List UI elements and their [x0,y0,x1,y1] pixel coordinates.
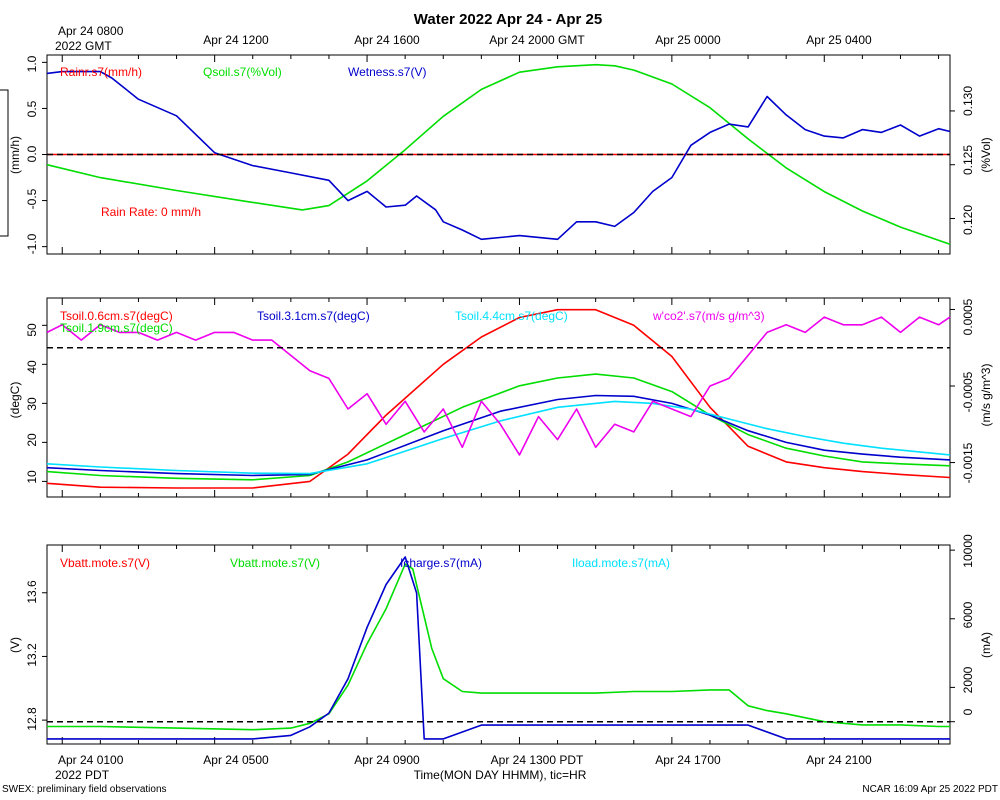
right-tick-label: -0.0005 [961,371,975,412]
top-axis: Apr 24 0800 2022 GMT Apr 24 1200 Apr 24 … [55,24,872,53]
legend-tsoil-3-1cm: Tsoil.3.1cm.s7(degC) [257,309,370,323]
series-line-tsoil-4-4cm-s7-degc- [46,400,951,475]
right-tick-label: 10000 [961,534,975,568]
left-axis-label: (V) [8,637,22,653]
top-axis-label: Apr 25 0000 [655,33,721,47]
bottom-axis-label: Apr 24 1700 [655,753,721,767]
panel-soil-frame [46,297,951,498]
panel-power-right-ticklabels: 0 2000 6000 10000 [961,534,975,715]
right-tick-label: 0.120 [961,205,975,235]
top-axis-first-label-year: 2022 GMT [55,39,112,53]
left-tick-label: 30 [25,397,39,411]
top-axis-label: Apr 24 1600 [354,33,420,47]
panel-soil-series [46,308,951,489]
top-axis-label: Apr 24 2000 GMT [489,33,585,47]
right-axis-label: (mA) [979,632,993,658]
bottom-axis-label: Apr 24 0500 [203,753,269,767]
left-tick-label: -1.0 [25,233,39,254]
right-tick-label: -0.0015 [961,442,975,483]
left-tick-label: 13.6 [25,580,39,604]
legend-tsoil-1-9cm: Tsoil.1.9cm.s7(degC) [60,321,173,335]
panel-soil: 10 20 30 40 50 (degC) -0.0015 -0.0005 0.… [8,297,993,498]
panel-power-frame [46,544,951,745]
bottom-axis-label: Apr 24 2100 [806,753,872,767]
left-tick-label: 40 [25,360,39,374]
bottom-axis-label: Apr 24 0900 [354,753,420,767]
panel-soil-ticks [42,298,955,497]
right-tick-label: 0 [961,708,975,715]
series-line-w-co2-s7-m-s-g-m-3- [46,316,951,456]
legend-tsoil-0-6cm: Tsoil.0.6cm.s7(degC) [60,309,173,323]
panel-water-ticks [42,55,955,254]
legend-wco2: w'co2'.s7(m/s g/m^3) [652,309,765,323]
left-axis-label: (degC) [8,382,22,419]
panel-water-series [46,63,951,246]
footer-left: SWEX: preliminary field observations [2,784,167,795]
left-tick-label: 0.0 [25,145,39,162]
right-axis-label: (m/s g/m^3) [979,364,993,427]
right-tick-label: 0.130 [961,86,975,116]
series-line-vbatt-mote-s7-v- [47,563,950,731]
series-line-wetness-s7-v- [46,70,951,241]
left-tick-label: 12.8 [25,707,39,731]
left-tick-label: 10 [25,470,39,484]
left-axis-label: (mm/h) [8,136,22,174]
bottom-axis-first-label-year: 2022 PDT [55,768,110,782]
legend-vbatt-green: Vbatt.mote.s7(V) [230,556,320,570]
left-tick-label: 50 [25,323,39,337]
panel-soil-right-ticklabels: -0.0015 -0.0005 0.0005 [961,298,975,483]
top-axis-label: Apr 25 0400 [806,33,872,47]
legend-icharge: Icharge.s7(mA) [400,556,482,570]
legend-qsoil: Qsoil.s7(%Vol) [203,65,282,79]
rain-rate-annotation: Rain Rate: 0 mm/h [101,205,201,219]
left-tick-label: 20 [25,433,39,447]
panel-power-left-ticklabels: 12.8 13.2 13.6 [25,580,39,731]
panel-power-series [47,556,950,740]
legend-rainrate: Rainr.s7(mm/h) [60,65,142,79]
chart-title: Water 2022 Apr 24 - Apr 25 [414,11,602,28]
right-tick-label: 2000 [961,666,975,693]
legend-wetness: Wetness.s7(V) [348,65,426,79]
right-tick-label: 6000 [961,601,975,628]
right-axis-label: (%Vol) [979,137,993,172]
panel-water-left-ticklabels: -1.0 -0.5 0.0 0.5 1.0 [25,55,39,254]
series-line-qsoil-s7-vol- [46,63,951,246]
panel-power: 12.8 13.2 13.6 (V) 0 2000 6000 10000 (mA… [8,534,993,745]
bottom-axis-label: Apr 24 1300 PDT [491,753,584,767]
bottom-axis: Apr 24 0100 2022 PDT Apr 24 0500 Apr 24 … [55,753,872,782]
left-tick-label: 1.0 [25,55,39,72]
series-line-icharge-s7-ma- [47,556,950,740]
legend-tsoil-4-4cm: Tsoil.4.4cm.s7(degC) [455,309,568,323]
panel-power-ticks [42,545,955,744]
x-axis-title: Time(MON DAY HHMM), tic=HR [414,768,587,782]
series-line-tsoil-3-1cm-s7-degc- [46,394,951,477]
bottom-axis-first-label: Apr 24 0100 [58,753,124,767]
left-tick-label: 13.2 [25,643,39,667]
left-tick-label: 0.5 [25,100,39,117]
legend-bracket [0,89,9,237]
series-line-tsoil-1-9cm-s7-degc- [46,373,951,481]
right-tick-label: 0.125 [961,145,975,175]
legend-iload: Iload.mote.s7(mA) [572,556,670,570]
series-line-tsoil-0-6cm-s7-degc- [46,308,951,489]
panel-water-right-ticklabels: 0.120 0.125 0.130 [961,86,975,235]
top-axis-label: Apr 24 1200 [203,33,269,47]
legend-vbatt-red: Vbatt.mote.s7(V) [60,556,150,570]
panel-soil-left-ticklabels: 10 20 30 40 50 [25,323,39,484]
footer-right: NCAR 16:09 Apr 25 2022 PDT [862,784,998,795]
right-tick-label: 0.0005 [961,298,975,335]
top-axis-first-label: Apr 24 0800 [58,24,124,38]
panel-water: -1.0 -0.5 0.0 0.5 1.0 (mm/h) 0.120 0.125… [8,54,993,255]
left-tick-label: -0.5 [25,188,39,209]
